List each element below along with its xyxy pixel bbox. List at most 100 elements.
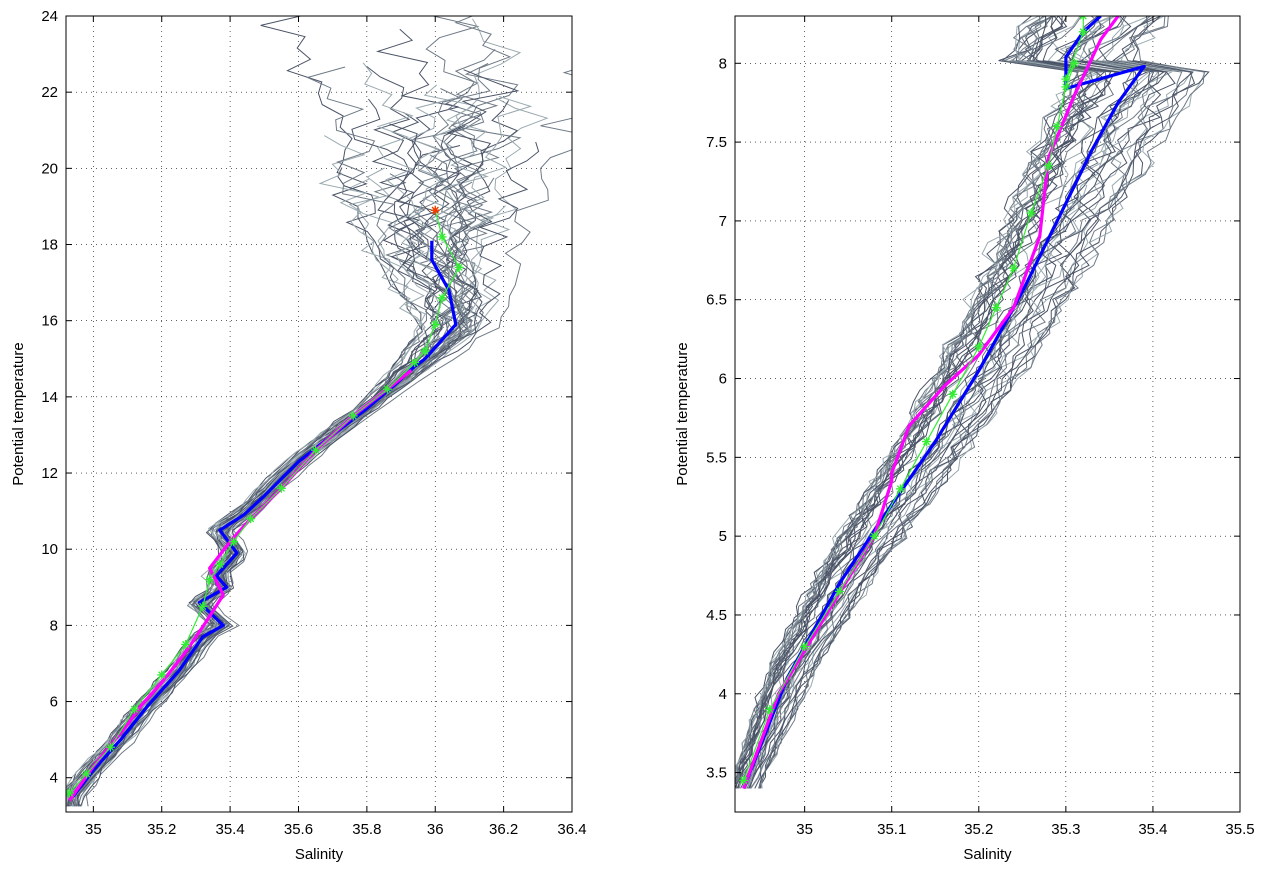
- series-point: [922, 437, 932, 447]
- y-tick-label: 8: [719, 55, 727, 72]
- y-tick-label: 12: [41, 465, 58, 482]
- x-tick-label: 35: [796, 821, 813, 838]
- profile-line: [66, 178, 421, 791]
- profile-line: [71, 49, 500, 807]
- profile-line: [735, 16, 1089, 784]
- axes-box: [65, 15, 573, 813]
- series-point: [382, 384, 392, 394]
- x-tick-label: 35.2: [964, 821, 993, 838]
- y-tick-label: 5: [719, 528, 727, 545]
- profile-line: [70, 154, 465, 807]
- y-tick-label: 24: [41, 8, 58, 25]
- x-tick-label: 35.4: [1138, 821, 1167, 838]
- profile-line: [735, 16, 1089, 770]
- x-tick-label: 35.5: [1225, 821, 1254, 838]
- series-point: [1009, 263, 1019, 273]
- y-tick-label: 7: [719, 213, 727, 230]
- axes-box: [734, 15, 1241, 813]
- series-point: [229, 537, 239, 547]
- y-tick-label: 7.5: [706, 134, 727, 151]
- profile-line: [68, 123, 444, 807]
- series-point: [215, 559, 225, 569]
- y-tick-label: 16: [41, 313, 58, 330]
- x-tick-label: 35.3: [1051, 821, 1080, 838]
- profile-line: [71, 97, 460, 807]
- x-axis-label: Salinity: [963, 846, 1012, 863]
- profile-line: [66, 98, 438, 807]
- series-point: [765, 705, 775, 715]
- profile-line: [66, 66, 428, 796]
- series-point: [739, 775, 749, 785]
- profile-line: [69, 125, 466, 807]
- series-point: [348, 411, 358, 421]
- series-point: [869, 531, 879, 541]
- series-point: [948, 389, 958, 399]
- series-point: [834, 586, 844, 596]
- series-point: [895, 484, 905, 494]
- profile-line: [758, 16, 1205, 789]
- series-line: [742, 16, 1146, 789]
- profile-line: [754, 16, 1176, 789]
- x-tick-label: 36.4: [557, 821, 586, 838]
- y-tick-label: 10: [41, 541, 58, 558]
- series-point: [410, 358, 420, 368]
- ticks: [66, 15, 573, 812]
- y-tick-label: 4.5: [706, 607, 727, 624]
- y-tick-label: 3.5: [706, 765, 727, 782]
- series-point: [181, 639, 191, 649]
- profile-line: [735, 16, 1079, 771]
- profile-lines: [66, 16, 572, 807]
- series-point: [1043, 161, 1053, 171]
- x-tick-label: 35.1: [877, 821, 906, 838]
- data-series: [66, 205, 464, 802]
- profile-line: [750, 16, 1192, 789]
- x-tick-label: 35: [85, 821, 102, 838]
- profile-line: [750, 16, 1183, 789]
- series-line: [68, 210, 460, 794]
- y-tick-label: 20: [41, 160, 58, 177]
- series-point: [430, 319, 440, 329]
- series-point: [1070, 58, 1080, 68]
- series-point: [430, 205, 440, 215]
- x-tick-label: 35.6: [284, 821, 313, 838]
- panel-1: 35 35.2 35.4 35.6 35.8 36 36.2 36.4 4 6 8 10 12 14 16 1…: [10, 8, 587, 863]
- series-point: [205, 575, 215, 585]
- series-point: [454, 262, 464, 272]
- series-point: [420, 346, 430, 356]
- series-point: [82, 769, 92, 779]
- series-point: [276, 483, 286, 493]
- x-axis-label: Salinity: [295, 846, 344, 863]
- profile-line: [72, 16, 499, 807]
- profile-line: [747, 16, 1165, 789]
- x-tick-label: 35.8: [352, 821, 381, 838]
- series-point: [129, 704, 139, 714]
- profile-line: [66, 111, 452, 807]
- x-tick-label: 36: [427, 821, 444, 838]
- series-point: [1052, 121, 1062, 131]
- profile-line: [66, 135, 426, 789]
- profile-line: [736, 16, 1112, 789]
- profile-lines: [735, 16, 1210, 789]
- profile-line: [74, 16, 512, 807]
- profile-line: [735, 16, 1094, 779]
- profile-line: [735, 16, 1112, 785]
- profile-line: [72, 88, 482, 807]
- x-tick-label: 36.2: [489, 821, 518, 838]
- x-tick-label: 35.4: [216, 821, 245, 838]
- profile-line: [66, 167, 427, 796]
- grid: [66, 15, 573, 812]
- series-line: [742, 16, 1120, 789]
- profile-line: [748, 16, 1155, 789]
- y-tick-label: 14: [41, 389, 58, 406]
- ticks: [735, 16, 1241, 812]
- y-tick-label: 4: [50, 770, 58, 787]
- y-tick-label: 22: [41, 84, 58, 101]
- y-axis-label: Potential temperature: [674, 342, 691, 485]
- series-point: [198, 601, 208, 611]
- series-point: [1078, 16, 1088, 21]
- y-tick-label: 8: [50, 617, 58, 634]
- series-point: [991, 303, 1001, 313]
- series-point: [157, 670, 167, 680]
